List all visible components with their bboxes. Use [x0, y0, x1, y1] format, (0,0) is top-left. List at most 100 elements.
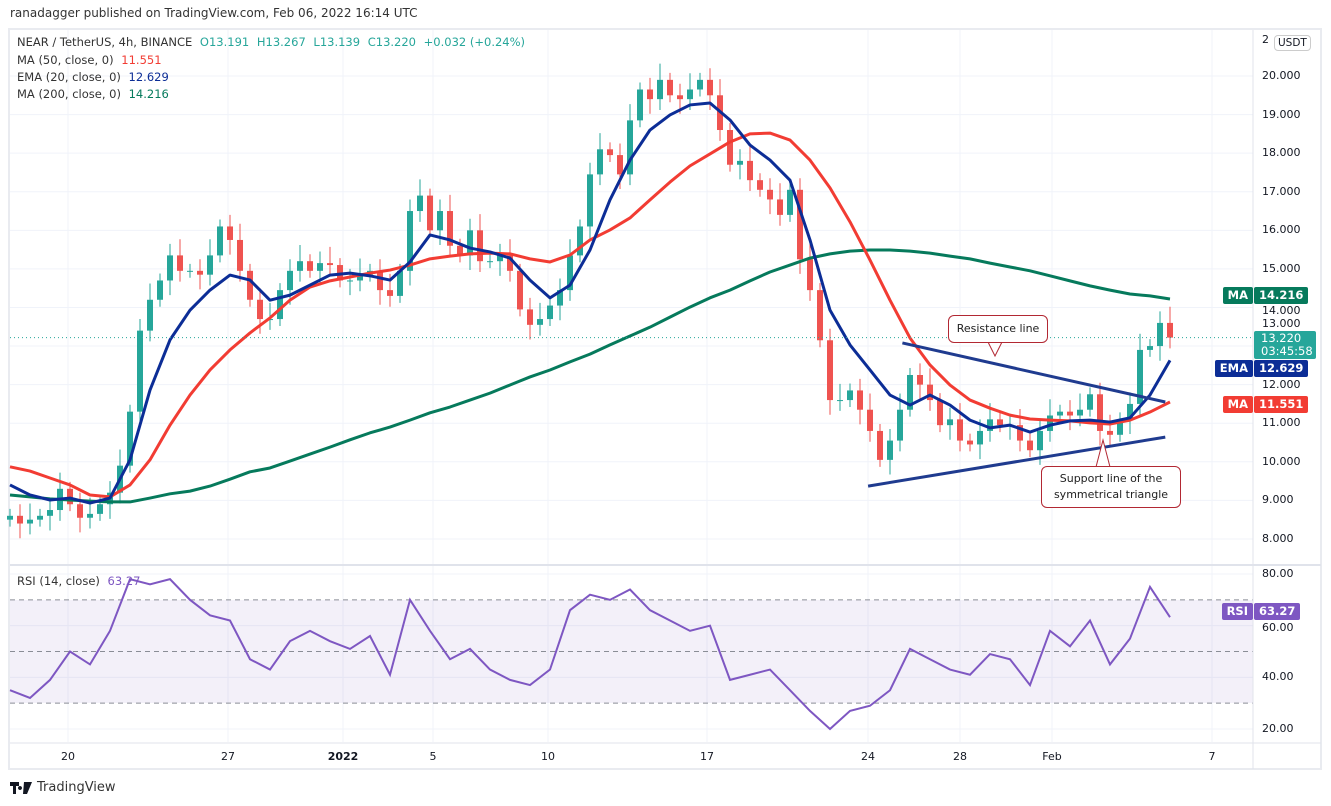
candle-body: [157, 280, 163, 300]
candle-body: [777, 199, 783, 215]
rsi-legend[interactable]: RSI (14, close) 63.27: [17, 574, 144, 588]
price-tick: 19.000: [1262, 107, 1301, 121]
candle: [647, 77, 653, 114]
ohlc-open: O13.191: [199, 35, 250, 49]
candle-body: [87, 513, 93, 518]
candle-body: [397, 270, 403, 296]
support-callout[interactable]: Support line of the symmetrical triangle: [1041, 466, 1181, 508]
candle-body: [707, 79, 713, 96]
chart-frame: [8, 28, 1322, 770]
candle: [787, 182, 793, 222]
candle: [1157, 311, 1163, 361]
candle: [527, 297, 533, 340]
price-tick-partial: 2: [1262, 34, 1269, 46]
tradingview-logo[interactable]: TradingView: [10, 780, 116, 795]
candle: [767, 178, 773, 215]
time-tick: Feb: [1042, 750, 1062, 763]
candle-body: [837, 400, 843, 402]
candle: [1117, 412, 1123, 442]
candle-body: [787, 189, 793, 215]
candle-body: [917, 374, 923, 385]
candle: [897, 393, 903, 452]
candle: [1167, 306, 1173, 349]
candle: [27, 503, 33, 535]
candle: [587, 162, 593, 242]
candle: [697, 72, 703, 97]
candle: [557, 278, 563, 321]
time-tick: 2022: [327, 750, 359, 763]
candle-body: [977, 430, 983, 445]
candle-body: [537, 319, 543, 325]
time-tick: 24: [861, 750, 875, 763]
candle: [147, 283, 153, 342]
candle-body: [167, 255, 173, 281]
candle: [197, 259, 203, 290]
candle-body: [1067, 411, 1073, 416]
ma50-legend[interactable]: MA (50, close, 0) 11.551: [17, 53, 166, 67]
price-tick: 10.000: [1262, 454, 1301, 468]
ma200-label: MA (200, close, 0): [17, 87, 121, 101]
ohlc-high: H13.267: [256, 35, 306, 49]
rsi-tick: 60.00: [1262, 621, 1294, 634]
candle-body: [607, 149, 613, 156]
candle-body: [1167, 322, 1173, 338]
candle: [467, 218, 473, 271]
ohlc-close: C13.220: [367, 35, 417, 49]
price-tick: 20.000: [1262, 69, 1301, 82]
candle-body: [827, 340, 833, 401]
candle-body: [867, 409, 873, 431]
candle-body: [1157, 322, 1163, 347]
candle: [1107, 414, 1113, 446]
candle-body: [97, 504, 103, 514]
tradingview-logo-icon: [10, 781, 32, 794]
time-tick: 17: [700, 750, 714, 763]
candle-body: [177, 255, 183, 271]
candle: [667, 72, 673, 103]
candle-body: [357, 274, 363, 281]
candle-body: [1127, 403, 1133, 420]
candle-body: [387, 290, 393, 296]
resistance-callout[interactable]: Resistance line: [948, 315, 1048, 343]
candle: [137, 319, 143, 427]
candle-body: [7, 515, 13, 520]
rsi-label: RSI (14, close): [17, 574, 100, 588]
candle: [977, 419, 983, 460]
candle-body: [767, 189, 773, 200]
candle-body: [407, 211, 413, 271]
ma200-badge-value: 14.216: [1254, 287, 1309, 304]
candle: [797, 178, 803, 274]
ema20-value: 12.629: [128, 70, 169, 84]
candle: [177, 239, 183, 282]
rsi-value: 63.27: [107, 574, 141, 588]
price-tick: 14.000: [1262, 304, 1301, 317]
ma200-legend[interactable]: MA (200, close, 0) 14.216: [17, 87, 173, 101]
candle: [777, 183, 783, 226]
ohlc-low: L13.139: [313, 35, 361, 49]
candle: [727, 123, 733, 172]
candle: [377, 259, 383, 305]
symbol-name: NEAR / TetherUS, 4h, BINANCE: [17, 35, 193, 49]
candle: [537, 302, 543, 336]
candle-body: [27, 519, 33, 524]
candle-body: [907, 374, 913, 410]
candle-body: [437, 211, 443, 231]
candle: [817, 283, 823, 348]
candle: [517, 263, 523, 317]
candle-body: [207, 255, 213, 275]
candle: [607, 142, 613, 163]
candle: [37, 508, 43, 527]
resistance-trendline: [902, 341, 1166, 404]
candle: [287, 259, 293, 305]
ema20-legend[interactable]: EMA (20, close, 0) 12.629: [17, 70, 173, 84]
candle-body: [377, 270, 383, 291]
candle-body: [727, 130, 733, 165]
currency-button[interactable]: USDT: [1274, 35, 1311, 51]
candle-body: [947, 419, 953, 426]
candle: [967, 433, 973, 452]
rsi-tick: 40.00: [1262, 670, 1294, 684]
candle: [1027, 433, 1033, 458]
candle: [167, 243, 173, 296]
candle-body: [317, 263, 323, 271]
candle-body: [1137, 349, 1143, 404]
